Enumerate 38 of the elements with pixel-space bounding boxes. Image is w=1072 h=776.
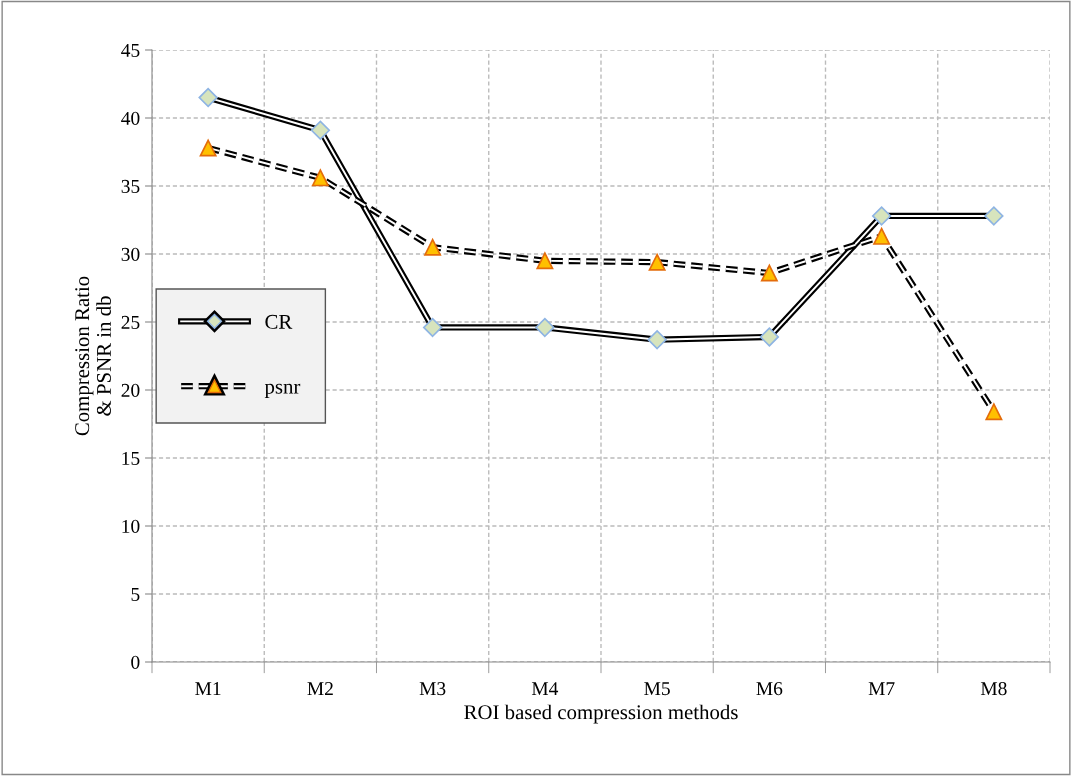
y-tick-label: 35 xyxy=(121,179,140,193)
point xyxy=(311,169,329,187)
y-tick-label: 15 xyxy=(122,451,140,465)
point xyxy=(873,227,891,245)
point xyxy=(985,403,1003,421)
point xyxy=(535,317,555,338)
x-tick-label: M5 xyxy=(644,682,670,696)
legend-label: psnr xyxy=(264,383,301,398)
point xyxy=(871,206,892,226)
y-tick-label: 20 xyxy=(121,383,140,397)
point xyxy=(760,264,778,282)
point xyxy=(198,87,218,108)
y-tick-label: 45 xyxy=(121,43,140,57)
y-tick-label: 0 xyxy=(131,655,140,669)
x-tick-label: M6 xyxy=(756,682,783,696)
point xyxy=(536,252,554,270)
y-axis-title: Compression Ratio & PSNR in db xyxy=(75,276,111,436)
y-tick-label: 10 xyxy=(122,519,140,533)
x-tick-label: M1 xyxy=(195,682,221,695)
x-tick-label: M7 xyxy=(868,682,895,695)
y-tick-label: 25 xyxy=(121,315,140,329)
x-tick-label: M3 xyxy=(419,682,446,696)
point xyxy=(759,327,780,347)
y-tick-label: 30 xyxy=(121,247,140,261)
legend-label: CR xyxy=(265,314,293,329)
y-tick-label: 40 xyxy=(121,111,140,125)
x-tick-label: M8 xyxy=(980,682,1007,696)
point xyxy=(424,238,442,256)
x-axis-title: ROI based compression methods xyxy=(464,704,738,724)
point xyxy=(984,206,1004,226)
point xyxy=(422,317,443,338)
point xyxy=(310,120,331,140)
y-tick-label: 5 xyxy=(131,588,140,601)
x-tick-label: M2 xyxy=(307,682,333,695)
point xyxy=(647,330,667,350)
point xyxy=(648,253,666,271)
point xyxy=(199,139,217,157)
x-tick-label: M4 xyxy=(531,682,559,695)
